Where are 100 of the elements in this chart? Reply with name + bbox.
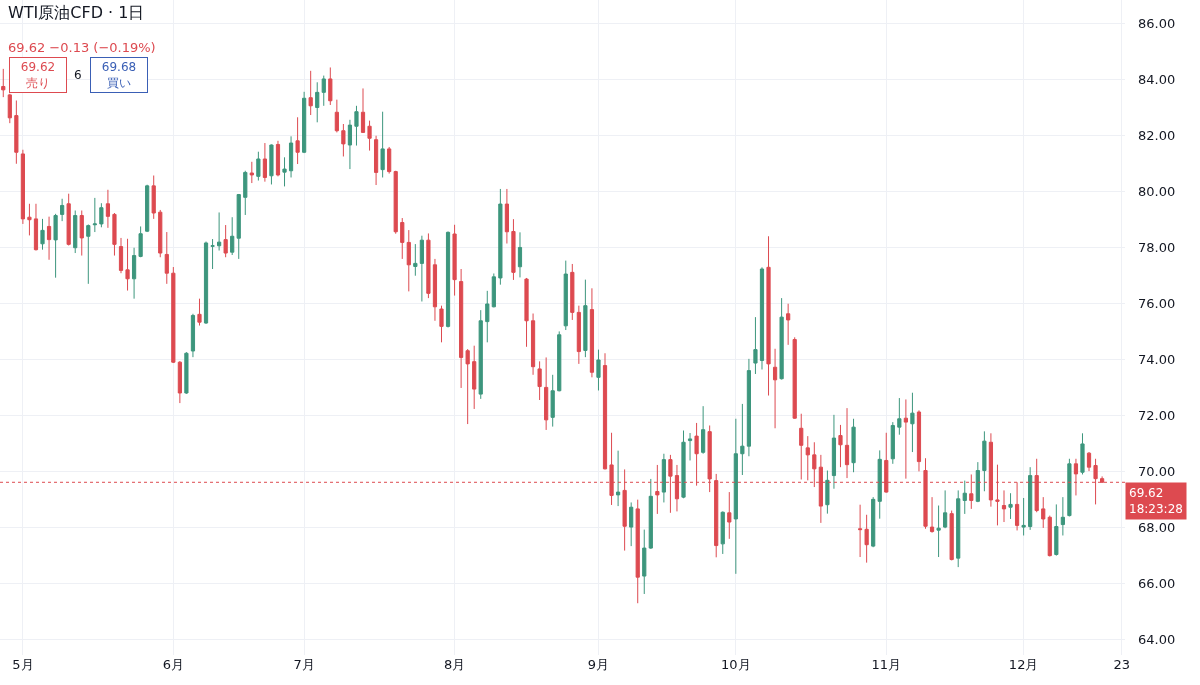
candlestick <box>302 91 307 154</box>
annotation: 69.62 売り <box>20 60 56 90</box>
candlestick <box>511 218 516 281</box>
candlestick <box>1008 492 1013 520</box>
annotation: 6 <box>74 68 82 82</box>
candlestick <box>602 352 608 470</box>
candlestick <box>962 480 967 515</box>
candlestick <box>858 504 863 558</box>
y-tick-label: 76.00 <box>1138 296 1176 312</box>
candlestick <box>936 505 941 558</box>
candlestick <box>315 81 320 123</box>
candlestick <box>360 87 366 134</box>
y-tick-label: 78.00 <box>1138 240 1176 256</box>
candlestick <box>772 348 778 429</box>
candlestick <box>393 170 398 235</box>
candlestick <box>1021 497 1026 536</box>
candlestick <box>779 297 784 381</box>
candlestick <box>269 143 274 185</box>
candlestick <box>949 510 954 561</box>
candlestick <box>328 66 333 106</box>
candlestick <box>230 216 235 256</box>
candlestick <box>596 349 601 391</box>
candlestick <box>1 68 6 98</box>
candlestick <box>825 470 830 515</box>
candlestick <box>334 99 339 133</box>
candlestick <box>701 405 706 455</box>
y-tick-label: 80.00 <box>1138 184 1176 200</box>
candlestick <box>766 235 771 397</box>
candlestick <box>975 461 980 503</box>
candlestick <box>956 489 961 568</box>
x-tick-label: 9月 <box>587 657 610 672</box>
candlestick <box>864 514 869 564</box>
candlestick <box>249 161 254 184</box>
candlestick <box>243 170 248 216</box>
candlestick <box>92 197 97 233</box>
candlestick <box>387 146 392 175</box>
candlestick <box>112 212 117 257</box>
candlestick <box>380 111 385 178</box>
y-tick-label: 68.00 <box>1138 520 1176 536</box>
candlestick <box>53 213 58 279</box>
candlestick <box>445 230 451 328</box>
candlestick <box>485 290 490 343</box>
x-tick-label: 6月 <box>162 657 184 672</box>
candlestick <box>478 309 483 400</box>
candlestick <box>184 351 189 395</box>
candlestick <box>491 272 496 308</box>
candlestick <box>400 217 405 260</box>
candlestick <box>288 135 294 178</box>
candlestick <box>217 211 222 252</box>
x-tick-label: 7月 <box>293 657 315 672</box>
candlestick <box>452 224 457 297</box>
candlestick <box>576 305 581 365</box>
candlestick <box>916 409 922 472</box>
y-tick-label: 66.00 <box>1138 576 1176 592</box>
candlestick <box>367 120 372 152</box>
x-tick-label: 8月 <box>443 657 466 672</box>
ref-line-label: 69.62 18:23:28 <box>1129 486 1183 516</box>
candlestick <box>465 348 470 425</box>
candlestick <box>1001 489 1007 523</box>
candlestick <box>190 313 196 358</box>
candlestick <box>890 421 895 465</box>
candlestick <box>27 203 32 236</box>
candlestick <box>171 266 176 364</box>
candlestick <box>60 198 65 222</box>
candlestick <box>1086 451 1092 472</box>
y-tick-label: 84.00 <box>1138 72 1176 88</box>
candlestick <box>498 188 503 286</box>
candlestick <box>203 241 209 325</box>
candlestick <box>347 119 353 170</box>
candlestick <box>720 510 725 555</box>
candlestick <box>210 238 215 270</box>
y-tick-label: 70.00 <box>1138 464 1176 480</box>
candlestick <box>615 450 621 507</box>
candlestick <box>1041 496 1046 529</box>
candlestick <box>589 287 595 378</box>
candlestick <box>33 203 39 252</box>
candlestick <box>799 413 804 480</box>
candlestick <box>14 99 19 165</box>
candlestick <box>877 449 882 520</box>
candlestick <box>40 218 45 251</box>
candlestick <box>740 403 745 476</box>
candlestick <box>844 407 850 479</box>
candlestick <box>871 496 876 548</box>
candlestick <box>1028 466 1033 531</box>
candlestick <box>929 496 935 534</box>
candlestick <box>406 229 411 292</box>
candlestick <box>563 260 568 331</box>
candlestick <box>262 142 267 183</box>
candlestick <box>295 116 300 165</box>
candlestick <box>125 238 130 292</box>
candlestick <box>517 231 523 278</box>
x-tick-label: 12月 <box>1008 657 1039 672</box>
candlestick <box>805 435 810 481</box>
candlestick <box>236 193 241 260</box>
candlestick <box>753 316 758 375</box>
x-tick-label: 11月 <box>871 657 902 672</box>
candlestick <box>831 414 837 490</box>
candlestick <box>354 105 359 147</box>
candlestick <box>459 268 464 389</box>
candlestick <box>550 374 555 428</box>
